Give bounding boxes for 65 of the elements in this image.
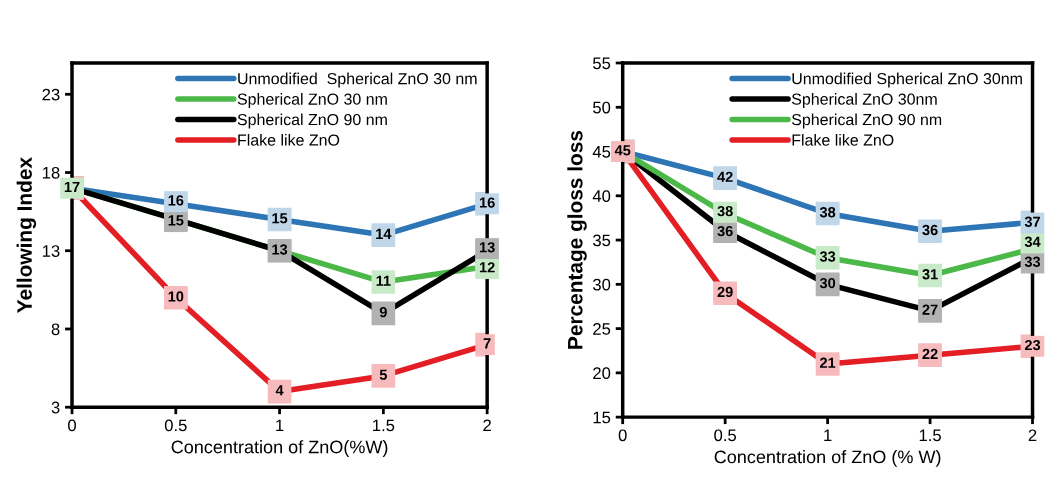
y-tick-label: 20 <box>593 367 611 380</box>
data-label: 9 <box>379 306 387 318</box>
data-label: 16 <box>479 197 495 208</box>
x-tick-label: 1 <box>824 429 832 442</box>
legend-label: Flake like ZnO <box>792 134 894 146</box>
data-label: 13 <box>272 244 288 255</box>
data-label: 10 <box>168 291 184 302</box>
y-tick-label: 35 <box>592 234 611 247</box>
y-tick-label: 25 <box>593 323 611 335</box>
data-label: 5 <box>379 369 388 380</box>
legend-label: Spherical ZnO 90 nm <box>791 113 942 129</box>
x-tick-label: 0.5 <box>714 429 737 442</box>
data-label: 36 <box>717 225 733 237</box>
data-label: 36 <box>922 224 938 236</box>
legend-label: Spherical ZnO 90 nm <box>237 113 387 129</box>
x-tick-label: 1.5 <box>919 429 941 442</box>
legend-label: Spherical ZnO 30nm <box>791 93 937 108</box>
data-label: 23 <box>1024 339 1041 351</box>
data-label: 30 <box>819 277 836 289</box>
x-tick-label: 1.5 <box>373 419 395 432</box>
legend-label: Unmodified Spherical ZnO 30 nm <box>238 72 477 88</box>
y-tick-label: 8 <box>51 323 60 336</box>
data-label: 31 <box>922 269 938 280</box>
x-tick-label: 1 <box>276 419 284 432</box>
data-label: 27 <box>922 304 938 315</box>
y-axis-title: Yellowing Index <box>16 157 37 313</box>
data-label: 42 <box>717 171 733 182</box>
data-label: 22 <box>922 348 938 359</box>
y-tick-label: 13 <box>42 245 60 257</box>
x-tick-label: 0.5 <box>164 419 187 432</box>
y-tick-label: 3 <box>51 401 60 414</box>
legend-label: Flake like ZnO <box>238 134 340 146</box>
data-label: 15 <box>272 213 288 224</box>
x-axis-title: Concentration of ZnO (% W) <box>714 450 941 467</box>
y-tick-label: 40 <box>592 190 611 202</box>
y-tick-label: 30 <box>592 278 611 291</box>
data-label: 12 <box>479 262 495 273</box>
data-label: 29 <box>717 286 733 298</box>
x-tick-label: 0 <box>618 429 627 442</box>
data-label: 38 <box>819 207 836 218</box>
data-label: 17 <box>64 181 80 192</box>
x-tick-label: 2 <box>1028 429 1037 442</box>
data-label: 33 <box>819 251 836 262</box>
data-label: 4 <box>275 385 284 396</box>
y-tick-label: 15 <box>593 411 611 424</box>
y-tick-label: 18 <box>42 166 60 179</box>
x-axis-title: Concentration of ZnO(%W) <box>171 440 388 457</box>
data-label: 16 <box>168 195 184 206</box>
data-label: 15 <box>168 215 184 226</box>
data-label: 14 <box>376 228 392 239</box>
y-tick-label: 50 <box>593 101 611 114</box>
y-tick-label: 55 <box>593 57 611 70</box>
x-tick-label: 0 <box>68 419 76 432</box>
data-label: 45 <box>614 145 631 156</box>
y-tick-label: 23 <box>42 88 60 101</box>
y-tick-label: 45 <box>592 146 611 158</box>
legend-label: Spherical ZnO 30 nm <box>237 93 387 108</box>
data-label: 21 <box>820 357 836 368</box>
x-tick-label: 2 <box>483 419 491 432</box>
data-label: 38 <box>717 205 733 217</box>
legend-label: Unmodified Spherical ZnO 30nm <box>792 72 1022 88</box>
data-label: 33 <box>1024 256 1041 267</box>
y-axis-title: Percentage gloss loss <box>567 130 587 349</box>
data-label: 7 <box>483 338 491 349</box>
data-label: 11 <box>376 275 391 286</box>
